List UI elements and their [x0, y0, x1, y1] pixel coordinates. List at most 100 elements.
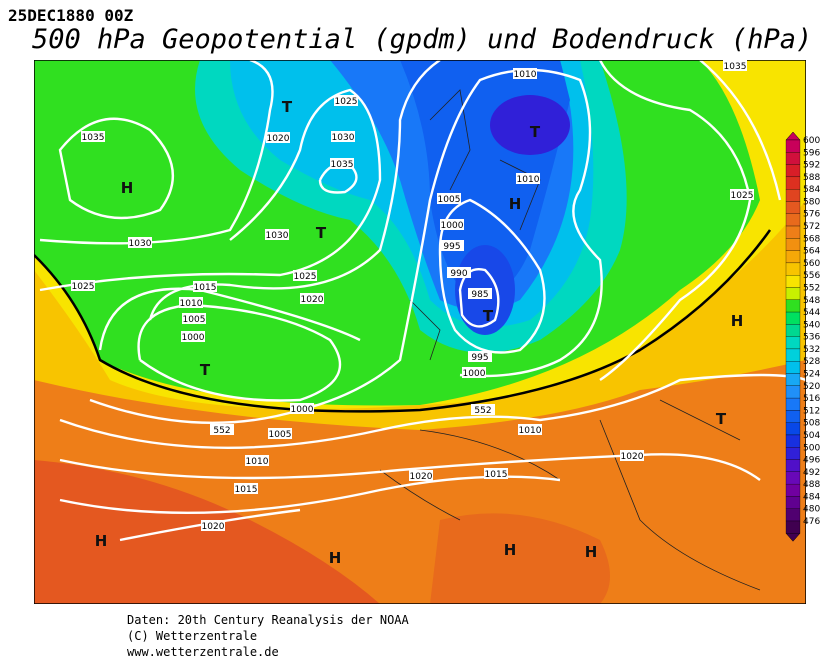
pressure-center: T [282, 98, 293, 116]
pressure-center: H [95, 532, 108, 550]
isobar-label-text: 1005 [438, 195, 461, 205]
isobar-label-bg [468, 351, 492, 362]
legend-label: 504 [803, 431, 820, 441]
isobar-label: 1025 [730, 189, 754, 201]
legend-swatch [785, 201, 801, 214]
pressure-center: T [483, 307, 494, 325]
legend-swatch [785, 348, 801, 362]
legend-swatch [785, 471, 801, 485]
isobar-label-bg [513, 68, 537, 79]
pressure-center: H [509, 195, 522, 213]
isobar-label-text: 1010 [514, 70, 537, 80]
isobar-label-text: 552 [213, 426, 230, 436]
isobar-label: 995 [440, 240, 464, 252]
isobar-label-text: 552 [474, 406, 491, 416]
isobar-label: 1020 [201, 520, 225, 532]
legend-label: 480 [803, 505, 820, 515]
isobar-label-text: 1000 [441, 221, 464, 231]
legend-swatch [785, 397, 801, 411]
isobar-label: 1010 [518, 424, 542, 436]
isobar-label-text: 995 [443, 242, 460, 252]
legend-label: 488 [803, 480, 820, 490]
isobar-label-bg [201, 520, 225, 531]
isobar-label-text: 1035 [82, 133, 105, 143]
pressure-center: H [329, 549, 342, 567]
isobar-label-text: 1020 [267, 134, 290, 144]
legend-label: 588 [803, 173, 820, 183]
isobar-label-text: 1000 [291, 405, 314, 415]
legend-swatch [785, 496, 801, 509]
isobar-label-bg [179, 297, 203, 308]
isobar-label-bg [723, 60, 747, 71]
isobar-label-bg [334, 95, 358, 106]
legend-label: 584 [803, 185, 820, 195]
isobar-label-text: 1030 [129, 239, 152, 249]
isobar-label-bg [437, 193, 461, 204]
isobar-label: 995 [468, 351, 492, 363]
legend-label: 548 [803, 296, 820, 306]
isobar-label-text: 1010 [519, 426, 542, 436]
isobar-label-bg [484, 468, 508, 479]
isobar-label: 552 [471, 404, 495, 416]
isobar-label: 990 [447, 267, 471, 279]
isobar-label-bg [290, 403, 314, 414]
pressure-center: T [716, 410, 727, 428]
isobar-label: 1010 [513, 68, 537, 80]
isobar-label-text: 990 [450, 269, 467, 279]
isobar-label-text: 995 [471, 353, 488, 363]
legend-swatch [785, 311, 801, 325]
legend-swatch [785, 447, 801, 460]
legend-swatch [785, 520, 801, 534]
legend-label: 596 [803, 148, 820, 158]
legend-swatch [785, 250, 801, 264]
pressure-center: H [504, 541, 517, 559]
isobar-label: 1005 [182, 313, 206, 325]
legend-swatch [785, 299, 801, 313]
map-labels: 1035 1030 1025 1020 1025 1030 1035 1030 1025 1020… [71, 60, 754, 567]
legend-label: 516 [803, 394, 820, 404]
isobar-label-bg [181, 331, 205, 342]
map-title: 500 hPa Geopotential (gpdm) und Bodendru… [32, 24, 812, 55]
legend-swatch [785, 483, 801, 497]
isobar-label-text: 1020 [621, 452, 644, 462]
legend-swatch [785, 508, 801, 522]
color-legend: 600 596 592 588 584 580 576 572 568 564 560 556 552 5… [785, 131, 820, 542]
isobar-label: 1000 [440, 219, 464, 231]
isobar-label: 1000 [462, 367, 486, 379]
isobar-label: 1035 [723, 60, 747, 72]
legend-label: 544 [803, 308, 820, 318]
isobar-label-bg [409, 470, 433, 481]
legend-label: 476 [803, 517, 820, 527]
isobar-label-text: 1025 [72, 282, 95, 292]
legend-label: 576 [803, 210, 820, 220]
isobar-label-bg [462, 367, 486, 378]
legend-swatch [785, 262, 801, 276]
isobar-label-text: 1000 [463, 369, 486, 379]
isobar-label: 1035 [81, 131, 105, 143]
isobar-label: 552 [210, 424, 234, 436]
isobar-label-bg [81, 131, 105, 142]
isobar-label-bg [245, 455, 269, 466]
isobar-label-text: 1015 [194, 283, 217, 293]
legend-swatch [785, 336, 801, 350]
legend-label: 560 [803, 259, 820, 269]
isobar-label-bg [468, 288, 492, 299]
isobar-label: 1025 [293, 270, 317, 282]
map-field [34, 60, 806, 604]
footer-line: (C) Wetterzentrale [127, 629, 257, 643]
legend-swatch [785, 373, 801, 386]
pressure-center: T [530, 123, 541, 141]
isobar-label-text: 1010 [180, 299, 203, 309]
isobar-label: 1015 [484, 468, 508, 480]
isobar-label-text: 1030 [332, 133, 355, 143]
isobar-label: 1010 [245, 455, 269, 467]
isobar-label-bg [128, 237, 152, 248]
isobar-label-bg [268, 428, 292, 439]
legend-label: 520 [803, 382, 820, 392]
isobar-label-text: 1005 [183, 315, 206, 325]
isobar-label-text: 1030 [266, 231, 289, 241]
legend-label: 540 [803, 320, 820, 330]
isobar-label-bg [300, 293, 324, 304]
legend-label: 524 [803, 370, 820, 380]
